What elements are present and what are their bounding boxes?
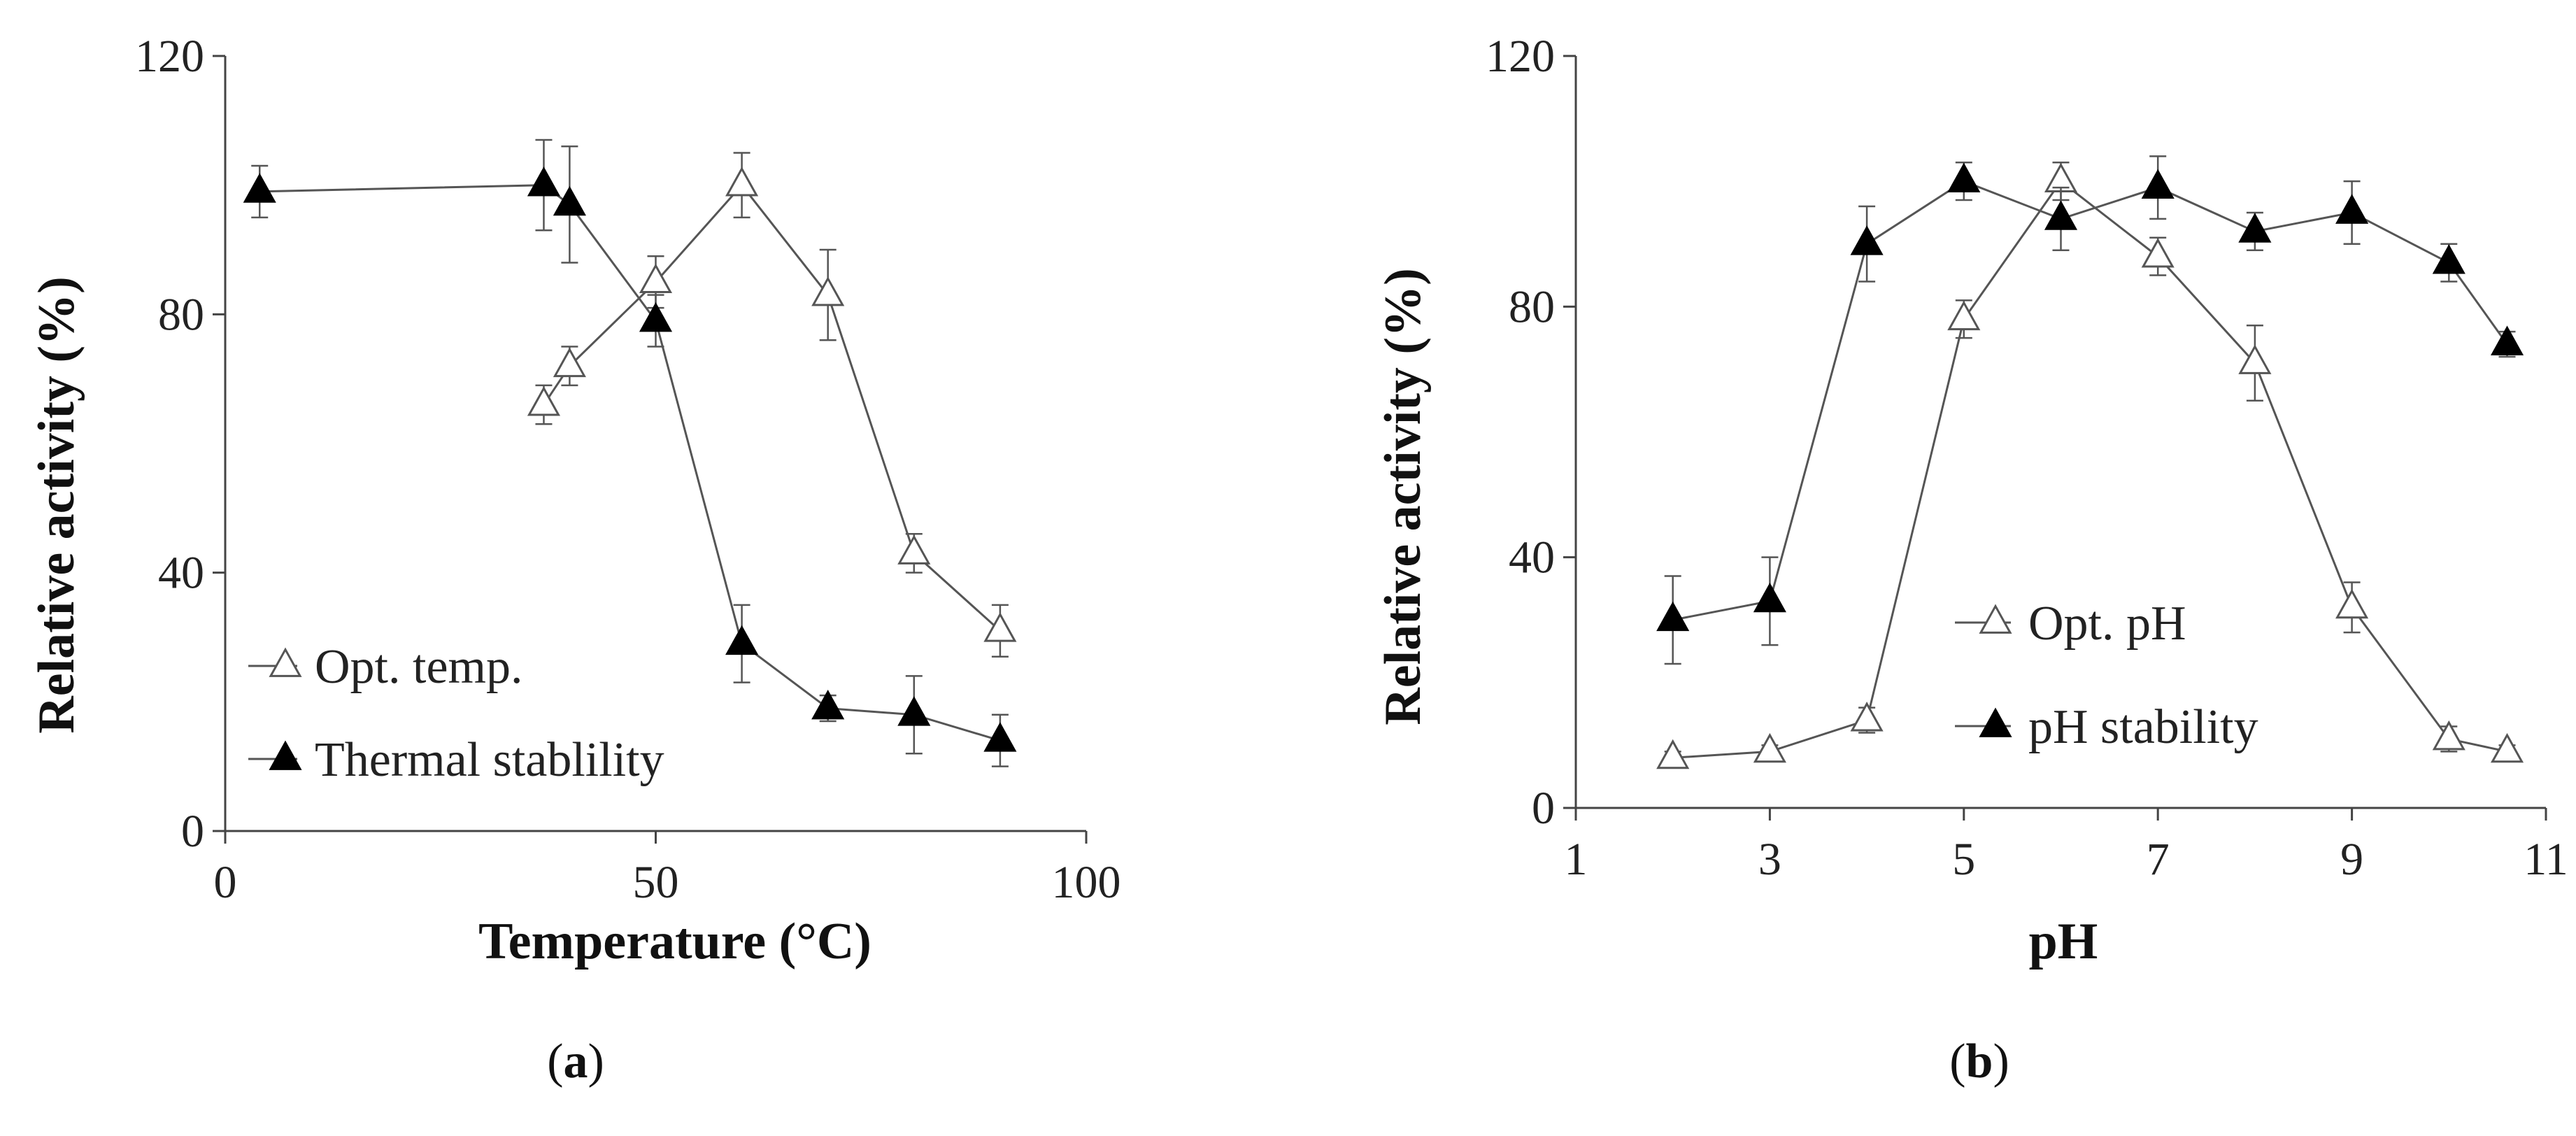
y-tick-label: 120 bbox=[1486, 31, 1555, 82]
x-tick-label: 0 bbox=[214, 857, 237, 908]
legend: Opt. pH pH stability bbox=[1955, 597, 2258, 754]
data-point bbox=[2141, 238, 2175, 268]
data-point bbox=[725, 625, 759, 655]
x-tick-label: 50 bbox=[633, 857, 679, 908]
data-point bbox=[2432, 244, 2465, 274]
series-group bbox=[1656, 155, 2524, 769]
x-tick-label: 5 bbox=[1952, 834, 1975, 885]
data-point bbox=[1850, 225, 1884, 255]
data-point bbox=[243, 173, 276, 203]
legend-label-ph-stability: pH stability bbox=[2028, 700, 2258, 754]
data-point bbox=[725, 166, 759, 197]
chart-panel-a: 0 40 80 120 0 50 100 Relative activity (%) Te… bbox=[28, 31, 1121, 1088]
y-tick-label: 40 bbox=[1509, 532, 1555, 583]
legend: Opt. temp. Thermal stablility bbox=[248, 640, 664, 787]
data-point bbox=[2432, 720, 2465, 751]
x-axis-title: Temperature (°C) bbox=[478, 913, 871, 970]
caption-letter-a: a bbox=[564, 1035, 588, 1088]
data-point bbox=[639, 302, 673, 332]
data-point bbox=[811, 276, 845, 306]
y-axis-ticks: 0 40 80 120 bbox=[1486, 31, 1576, 834]
y-axis-title: Relative activity (%) bbox=[28, 276, 85, 733]
y-tick-label: 40 bbox=[158, 548, 204, 599]
legend-label-opt-ph: Opt. pH bbox=[2028, 597, 2186, 651]
data-point bbox=[553, 185, 586, 216]
data-point bbox=[811, 690, 845, 720]
data-point bbox=[1850, 702, 1884, 732]
series-thermal-stablility bbox=[243, 139, 1017, 767]
data-point bbox=[2141, 169, 2175, 199]
panel-caption-b: (b) bbox=[1949, 1035, 2009, 1088]
y-tick-label: 80 bbox=[1509, 281, 1555, 332]
data-point bbox=[2490, 732, 2524, 763]
legend-label-thermal-stability: Thermal stablility bbox=[315, 733, 664, 787]
series-opt-ph bbox=[1656, 162, 2524, 769]
data-point bbox=[1753, 582, 1786, 613]
data-point bbox=[2238, 344, 2272, 374]
y-axis-ticks: 0 40 80 120 bbox=[135, 31, 225, 857]
data-point bbox=[983, 722, 1017, 752]
data-point bbox=[2044, 200, 2078, 230]
y-axis-title: Relative activity (%) bbox=[1374, 268, 1432, 725]
series-ph-stability bbox=[1656, 155, 2524, 665]
y-tick-label: 0 bbox=[181, 806, 204, 857]
data-point bbox=[527, 386, 561, 416]
data-point bbox=[1947, 300, 1981, 331]
chart-panel-b: 0 40 80 120 1 3 5 7 9 11 Relative activity (%) p… bbox=[1374, 31, 2568, 1088]
legend-marker-thermal-stability bbox=[269, 740, 302, 770]
series-line bbox=[1672, 180, 2508, 621]
series-group bbox=[243, 139, 1017, 767]
y-tick-label: 0 bbox=[1532, 783, 1555, 834]
x-axis-ticks: 1 3 5 7 9 11 bbox=[1565, 808, 2568, 885]
legend-marker-opt-temp bbox=[269, 647, 302, 677]
legend-label-opt-temp: Opt. temp. bbox=[315, 640, 522, 694]
x-tick-label: 11 bbox=[2524, 834, 2568, 885]
data-point bbox=[2490, 325, 2524, 355]
panel-caption-a: (a) bbox=[547, 1035, 604, 1088]
y-tick-label: 80 bbox=[158, 289, 204, 340]
y-tick-label: 120 bbox=[135, 31, 204, 82]
x-tick-label: 7 bbox=[2147, 834, 2170, 885]
x-axis-title: pH bbox=[2029, 913, 2098, 970]
data-point bbox=[1656, 739, 1690, 769]
data-point bbox=[553, 347, 586, 378]
x-tick-label: 3 bbox=[1758, 834, 1781, 885]
series-line bbox=[543, 183, 1001, 632]
data-point bbox=[1753, 732, 1786, 763]
data-point bbox=[2335, 588, 2369, 619]
x-tick-label: 1 bbox=[1565, 834, 1588, 885]
data-point bbox=[983, 612, 1017, 642]
data-point bbox=[1947, 162, 1981, 193]
x-axis-ticks: 0 50 100 bbox=[214, 831, 1121, 908]
legend-marker-ph-stability bbox=[1979, 707, 2012, 737]
data-point bbox=[2238, 213, 2272, 243]
caption-letter-b: b bbox=[1966, 1035, 1993, 1088]
series-opt-temp bbox=[527, 152, 1017, 658]
series-line bbox=[1672, 180, 2507, 759]
data-point bbox=[2335, 194, 2369, 224]
x-tick-label: 9 bbox=[2340, 834, 2363, 885]
data-point bbox=[897, 696, 931, 726]
legend-marker-opt-ph bbox=[1979, 604, 2012, 634]
x-tick-label: 100 bbox=[1052, 857, 1121, 908]
data-point bbox=[1656, 601, 1690, 632]
data-point bbox=[897, 534, 931, 565]
data-point bbox=[527, 166, 561, 197]
data-point bbox=[639, 263, 673, 294]
